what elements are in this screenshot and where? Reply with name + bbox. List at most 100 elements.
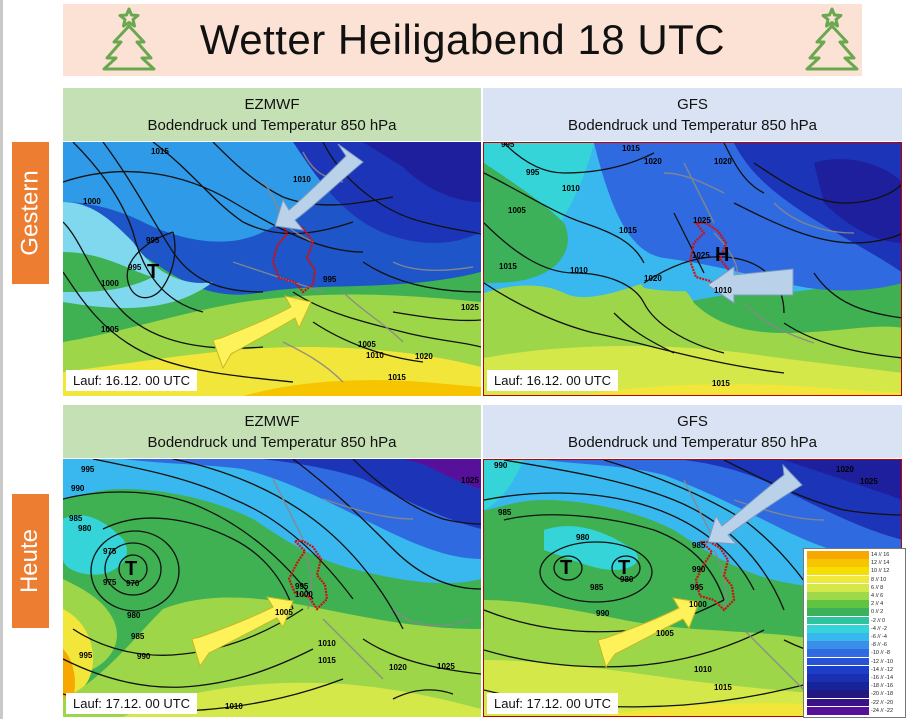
svg-text:1020: 1020	[714, 157, 732, 166]
legend-label: 0 // 2	[871, 609, 884, 616]
model-name: GFS	[677, 95, 708, 113]
legend-swatch	[807, 633, 869, 641]
legend-label: -18 // -16	[871, 683, 894, 690]
svg-text:1020: 1020	[836, 465, 854, 474]
svg-text:970: 970	[126, 579, 140, 588]
run-label: Lauf: 17.12. 00 UTC	[66, 693, 198, 714]
legend-label: 8 // 10	[871, 576, 887, 583]
svg-text:1015: 1015	[499, 262, 517, 271]
svg-text:995: 995	[323, 275, 337, 284]
svg-text:985: 985	[498, 508, 512, 517]
legend-label: 12 // 14	[871, 560, 890, 567]
weather-map-ezmwf-heute: T 995 990 985 980 975 975 970 980 985 990 995 99…	[63, 459, 481, 717]
page-left-border	[0, 0, 3, 719]
svg-text:975: 975	[103, 547, 117, 556]
svg-text:1015: 1015	[712, 379, 730, 388]
svg-text:1000: 1000	[295, 590, 313, 599]
svg-text:995: 995	[81, 465, 95, 474]
svg-text:1015: 1015	[318, 656, 336, 665]
legend-swatch	[807, 624, 869, 633]
legend-swatch	[807, 641, 869, 649]
svg-text:1000: 1000	[101, 279, 119, 288]
svg-text:1025: 1025	[461, 476, 479, 485]
svg-text:1010: 1010	[225, 702, 243, 711]
legend-label: -22 // -20	[871, 699, 894, 706]
svg-text:990: 990	[71, 484, 85, 493]
legend-swatch	[807, 616, 869, 625]
model-name: GFS	[677, 412, 708, 430]
svg-text:1025: 1025	[437, 662, 455, 671]
svg-text:995: 995	[501, 143, 515, 149]
legend-swatch	[807, 698, 869, 707]
svg-text:995: 995	[690, 583, 704, 592]
svg-text:1020: 1020	[644, 274, 662, 283]
christmas-tree-icon	[102, 7, 156, 71]
svg-text:1010: 1010	[562, 184, 580, 193]
svg-text:1025: 1025	[692, 251, 710, 260]
svg-text:1015: 1015	[388, 373, 406, 382]
legend-label: -8 // -6	[871, 642, 887, 649]
legend-swatch	[807, 657, 869, 666]
temperature-legend: 14 // 16 12 // 14 10 // 12 8 // 10 6 // 8 4 /…	[803, 548, 906, 718]
legend-swatch	[807, 682, 869, 690]
svg-text:990: 990	[596, 609, 610, 618]
svg-text:1005: 1005	[358, 340, 376, 349]
legend-swatch	[807, 674, 869, 682]
legend-swatch	[807, 551, 869, 559]
svg-text:T: T	[147, 261, 159, 283]
svg-text:T: T	[618, 557, 630, 579]
svg-text:995: 995	[295, 582, 309, 591]
legend-label: -6 // -4	[871, 634, 887, 640]
svg-text:1015: 1015	[622, 144, 640, 153]
svg-text:T: T	[560, 557, 572, 579]
svg-text:1020: 1020	[644, 157, 662, 166]
svg-text:985: 985	[692, 541, 706, 550]
panel-subtitle: Bodendruck und Temperatur 850 hPa	[147, 116, 397, 134]
svg-text:1015: 1015	[619, 226, 637, 235]
svg-text:980: 980	[127, 611, 141, 620]
svg-text:1025: 1025	[693, 216, 711, 225]
svg-text:H: H	[715, 244, 729, 266]
svg-text:980: 980	[576, 533, 590, 542]
svg-text:1005: 1005	[275, 608, 293, 617]
weather-map-gfs-gestern: H 995 995 1005 1010 1015 1015 1020 1025 1025 1…	[483, 142, 902, 396]
svg-text:1010: 1010	[318, 639, 336, 648]
svg-text:1005: 1005	[508, 206, 526, 215]
christmas-tree-icon	[805, 7, 859, 71]
svg-text:1005: 1005	[656, 629, 674, 638]
svg-text:1010: 1010	[366, 351, 384, 360]
svg-text:1020: 1020	[415, 352, 433, 361]
legend-swatch	[807, 600, 869, 608]
legend-swatch	[807, 649, 869, 658]
title-banner: Wetter Heiligabend 18 UTC	[63, 4, 862, 76]
legend-swatch	[807, 665, 869, 674]
legend-label: -16 // -14	[871, 675, 894, 681]
svg-text:1010: 1010	[293, 175, 311, 184]
svg-text:1010: 1010	[694, 665, 712, 674]
svg-text:1025: 1025	[461, 303, 479, 312]
legend-swatch	[807, 608, 869, 617]
svg-text:990: 990	[137, 652, 151, 661]
legend-label: -20 // -18	[871, 691, 894, 698]
legend-label: 4 // 6	[871, 593, 884, 599]
svg-text:985: 985	[131, 632, 145, 641]
panel-subtitle: Bodendruck und Temperatur 850 hPa	[567, 116, 818, 134]
run-label: Lauf: 16.12. 00 UTC	[487, 370, 619, 391]
legend-label: 10 // 12	[871, 568, 890, 575]
legend-label: -14 // -12	[871, 666, 894, 673]
legend-swatch	[807, 592, 869, 600]
svg-text:1025: 1025	[860, 477, 878, 486]
svg-text:985: 985	[69, 514, 83, 523]
svg-text:990: 990	[692, 565, 706, 574]
svg-text:980: 980	[620, 575, 634, 584]
legend-swatch	[807, 690, 869, 699]
row-label-gestern: Gestern	[12, 142, 49, 284]
legend-label: 2 // 4	[871, 601, 884, 608]
panel-subtitle: Bodendruck und Temperatur 850 hPa	[567, 433, 818, 451]
panel-header-gfs-heute: GFS Bodendruck und Temperatur 850 hPa	[483, 405, 902, 458]
svg-text:995: 995	[128, 263, 142, 272]
svg-text:1010: 1010	[570, 266, 588, 275]
svg-text:1020: 1020	[389, 663, 407, 672]
legend-label: -12 // -10	[871, 658, 894, 665]
legend-swatch	[807, 583, 869, 592]
